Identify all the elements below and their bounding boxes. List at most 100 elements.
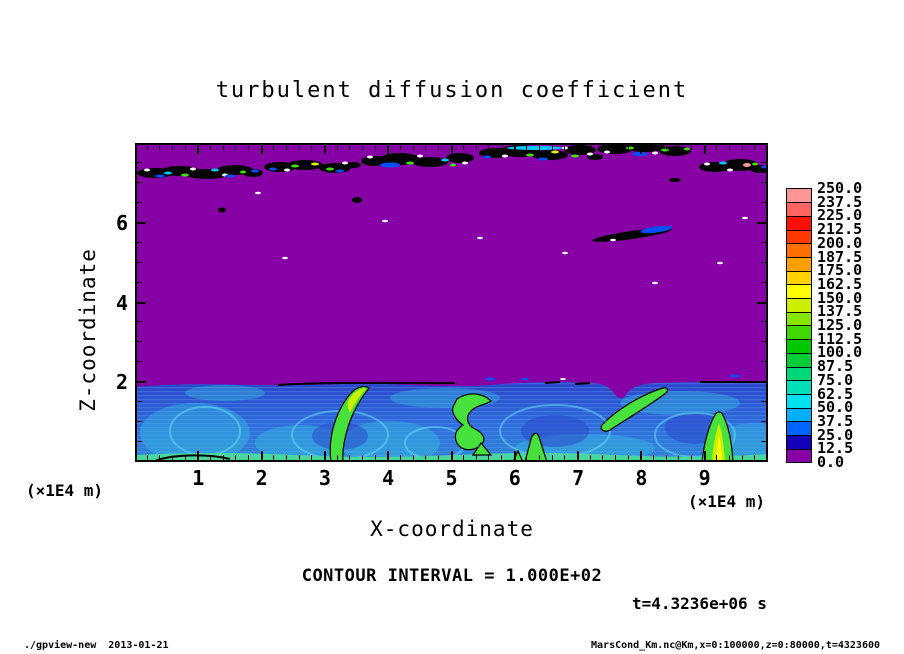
x-minor-tick bbox=[375, 455, 376, 460]
cloud-segment bbox=[264, 160, 361, 173]
y-major-tick bbox=[757, 381, 766, 383]
x-tick-label: 3 bbox=[318, 466, 331, 490]
x-minor-tick bbox=[552, 455, 553, 460]
x-minor-tick bbox=[349, 455, 350, 460]
x-minor-tick bbox=[729, 455, 730, 460]
colorbar-tick-label: 162.5 bbox=[817, 274, 863, 293]
y-minor-tick bbox=[137, 401, 142, 402]
y-tick-label: 2 bbox=[115, 370, 128, 395]
y-major-tick bbox=[137, 222, 146, 224]
x-minor-tick bbox=[286, 455, 287, 460]
x-minor-tick bbox=[311, 455, 312, 460]
colorbar-tick-label: 225.0 bbox=[817, 206, 863, 225]
x-tick-label: 6 bbox=[508, 466, 521, 490]
colorbar-box bbox=[786, 215, 812, 231]
x-major-tick bbox=[577, 451, 579, 460]
x-axis-title: X-coordinate bbox=[370, 517, 534, 541]
x-minor-tick bbox=[564, 455, 565, 460]
x-minor-tick bbox=[147, 145, 148, 150]
contour-interval-label: CONTOUR INTERVAL = 1.000E+02 bbox=[301, 566, 603, 586]
y-minor-tick bbox=[137, 441, 142, 442]
x-minor-tick bbox=[147, 455, 148, 460]
y-minor-tick bbox=[761, 421, 766, 422]
x-minor-tick bbox=[286, 145, 287, 150]
x-minor-tick bbox=[526, 455, 527, 460]
x-major-tick bbox=[704, 451, 706, 460]
x-tick-label: 9 bbox=[698, 466, 711, 490]
x-tick-label: 2 bbox=[255, 466, 268, 490]
x-tick-label: 8 bbox=[635, 466, 648, 490]
x-major-tick bbox=[514, 451, 516, 460]
colorbar-box bbox=[786, 448, 812, 464]
x-minor-tick bbox=[210, 145, 211, 150]
x-minor-tick bbox=[413, 145, 414, 150]
colorbar-box bbox=[786, 434, 812, 450]
colorbar-box bbox=[786, 201, 812, 217]
x-minor-tick bbox=[628, 455, 629, 460]
x-major-tick bbox=[451, 451, 453, 460]
x-tick-label: 5 bbox=[445, 466, 458, 490]
x-minor-tick bbox=[438, 145, 439, 150]
y-minor-tick bbox=[761, 282, 766, 283]
colorbar-tick-label: 250.0 bbox=[817, 179, 863, 197]
x-minor-tick bbox=[488, 145, 489, 150]
y-minor-tick bbox=[761, 361, 766, 362]
boundary-layer bbox=[135, 381, 768, 463]
colorbar-box bbox=[786, 420, 812, 437]
y-minor-tick bbox=[761, 242, 766, 243]
chart-title: turbulent diffusion coefficient bbox=[215, 78, 689, 103]
y-minor-tick bbox=[137, 162, 142, 163]
x-minor-tick bbox=[463, 455, 464, 460]
x-major-tick bbox=[387, 451, 389, 460]
x-minor-tick bbox=[653, 455, 654, 460]
x-minor-tick bbox=[337, 145, 338, 150]
footer-command-text: ./gpview-new 2013-01-21 bbox=[24, 640, 169, 651]
x-minor-tick bbox=[602, 455, 603, 460]
y-minor-tick bbox=[137, 282, 142, 283]
x-minor-tick bbox=[742, 455, 743, 460]
heatmap-svg bbox=[135, 142, 770, 463]
x-minor-tick bbox=[539, 145, 540, 150]
colorbar-tick-label: 237.5 bbox=[817, 192, 863, 211]
x-minor-tick bbox=[210, 455, 211, 460]
x-minor-tick bbox=[729, 145, 730, 150]
y-major-tick bbox=[757, 222, 766, 224]
x-major-tick bbox=[704, 145, 706, 154]
x-minor-tick bbox=[678, 455, 679, 460]
colorbar-tick-label: 125.0 bbox=[817, 316, 863, 334]
cloud-segment bbox=[699, 159, 770, 173]
x-tick-label: 4 bbox=[382, 466, 395, 490]
colorbar-box bbox=[786, 242, 812, 258]
y-minor-tick bbox=[761, 162, 766, 163]
colorbar-box bbox=[786, 325, 812, 341]
footer-dataset-text: MarsCond_Km.nc@Km,x=0:100000,z=0:80000,t… bbox=[591, 640, 880, 651]
y-minor-tick bbox=[761, 321, 766, 322]
x-minor-tick bbox=[691, 145, 692, 150]
y-minor-tick bbox=[137, 341, 142, 342]
colorbar-box bbox=[786, 188, 812, 204]
colorbar-tick-label: 12.5 bbox=[817, 439, 854, 458]
colorbar-tick-label: 50.0 bbox=[817, 398, 854, 417]
x-minor-tick bbox=[564, 145, 565, 150]
updraft-plumes bbox=[329, 385, 734, 463]
colorbar-box bbox=[786, 379, 812, 395]
x-minor-tick bbox=[666, 145, 667, 150]
y-minor-tick bbox=[761, 341, 766, 342]
y-tick-label: 6 bbox=[115, 210, 128, 235]
cloud-deck-band bbox=[137, 142, 770, 381]
x-minor-tick bbox=[602, 145, 603, 150]
x-minor-tick bbox=[349, 145, 350, 150]
x-minor-tick bbox=[653, 145, 654, 150]
x-minor-tick bbox=[590, 145, 591, 150]
y-axis-unit-label: (×1E4 m) bbox=[26, 481, 104, 500]
x-major-tick bbox=[514, 145, 516, 154]
y-tick-label: 4 bbox=[115, 290, 128, 315]
x-major-tick bbox=[261, 145, 263, 154]
y-major-tick bbox=[137, 381, 146, 383]
scattered-cloud-cells bbox=[218, 178, 748, 381]
x-minor-tick bbox=[754, 455, 755, 460]
colorbar-tick-label: 150.0 bbox=[817, 288, 863, 307]
x-minor-tick bbox=[615, 455, 616, 460]
colorbar-tick-label: 62.5 bbox=[817, 384, 854, 403]
x-minor-tick bbox=[716, 145, 717, 150]
